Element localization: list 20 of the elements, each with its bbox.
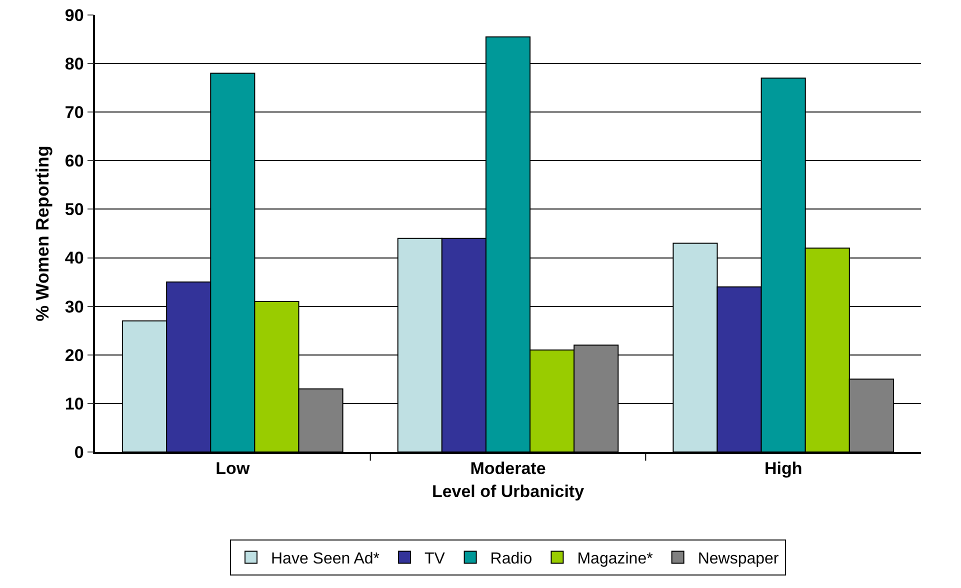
y-axis-title: % Women Reporting (32, 146, 52, 322)
legend-label: Have Seen Ad* (271, 550, 380, 568)
y-tick-label: 50 (64, 200, 84, 220)
legend-label: Magazine* (577, 550, 653, 568)
y-tick-label: 70 (64, 103, 84, 122)
x-tick-label: High (764, 459, 802, 478)
y-tick-label: 40 (64, 248, 84, 268)
y-tick-label: 30 (64, 297, 84, 316)
y-tick-label: 0 (74, 442, 84, 462)
y-tick-label: 10 (64, 394, 84, 414)
legend-label: Radio (490, 550, 532, 568)
legend-label: TV (424, 550, 446, 568)
legend-label: Newspaper (698, 550, 780, 568)
y-tick-label: 90 (64, 6, 84, 25)
x-tick-label: Low (216, 459, 250, 478)
x-tick-label: Moderate (470, 459, 546, 478)
y-tick-label: 80 (64, 54, 84, 74)
x-axis-title: Level of Urbanicity (432, 482, 585, 502)
y-tick-label: 20 (64, 346, 84, 365)
y-tick-label: 60 (64, 152, 84, 171)
